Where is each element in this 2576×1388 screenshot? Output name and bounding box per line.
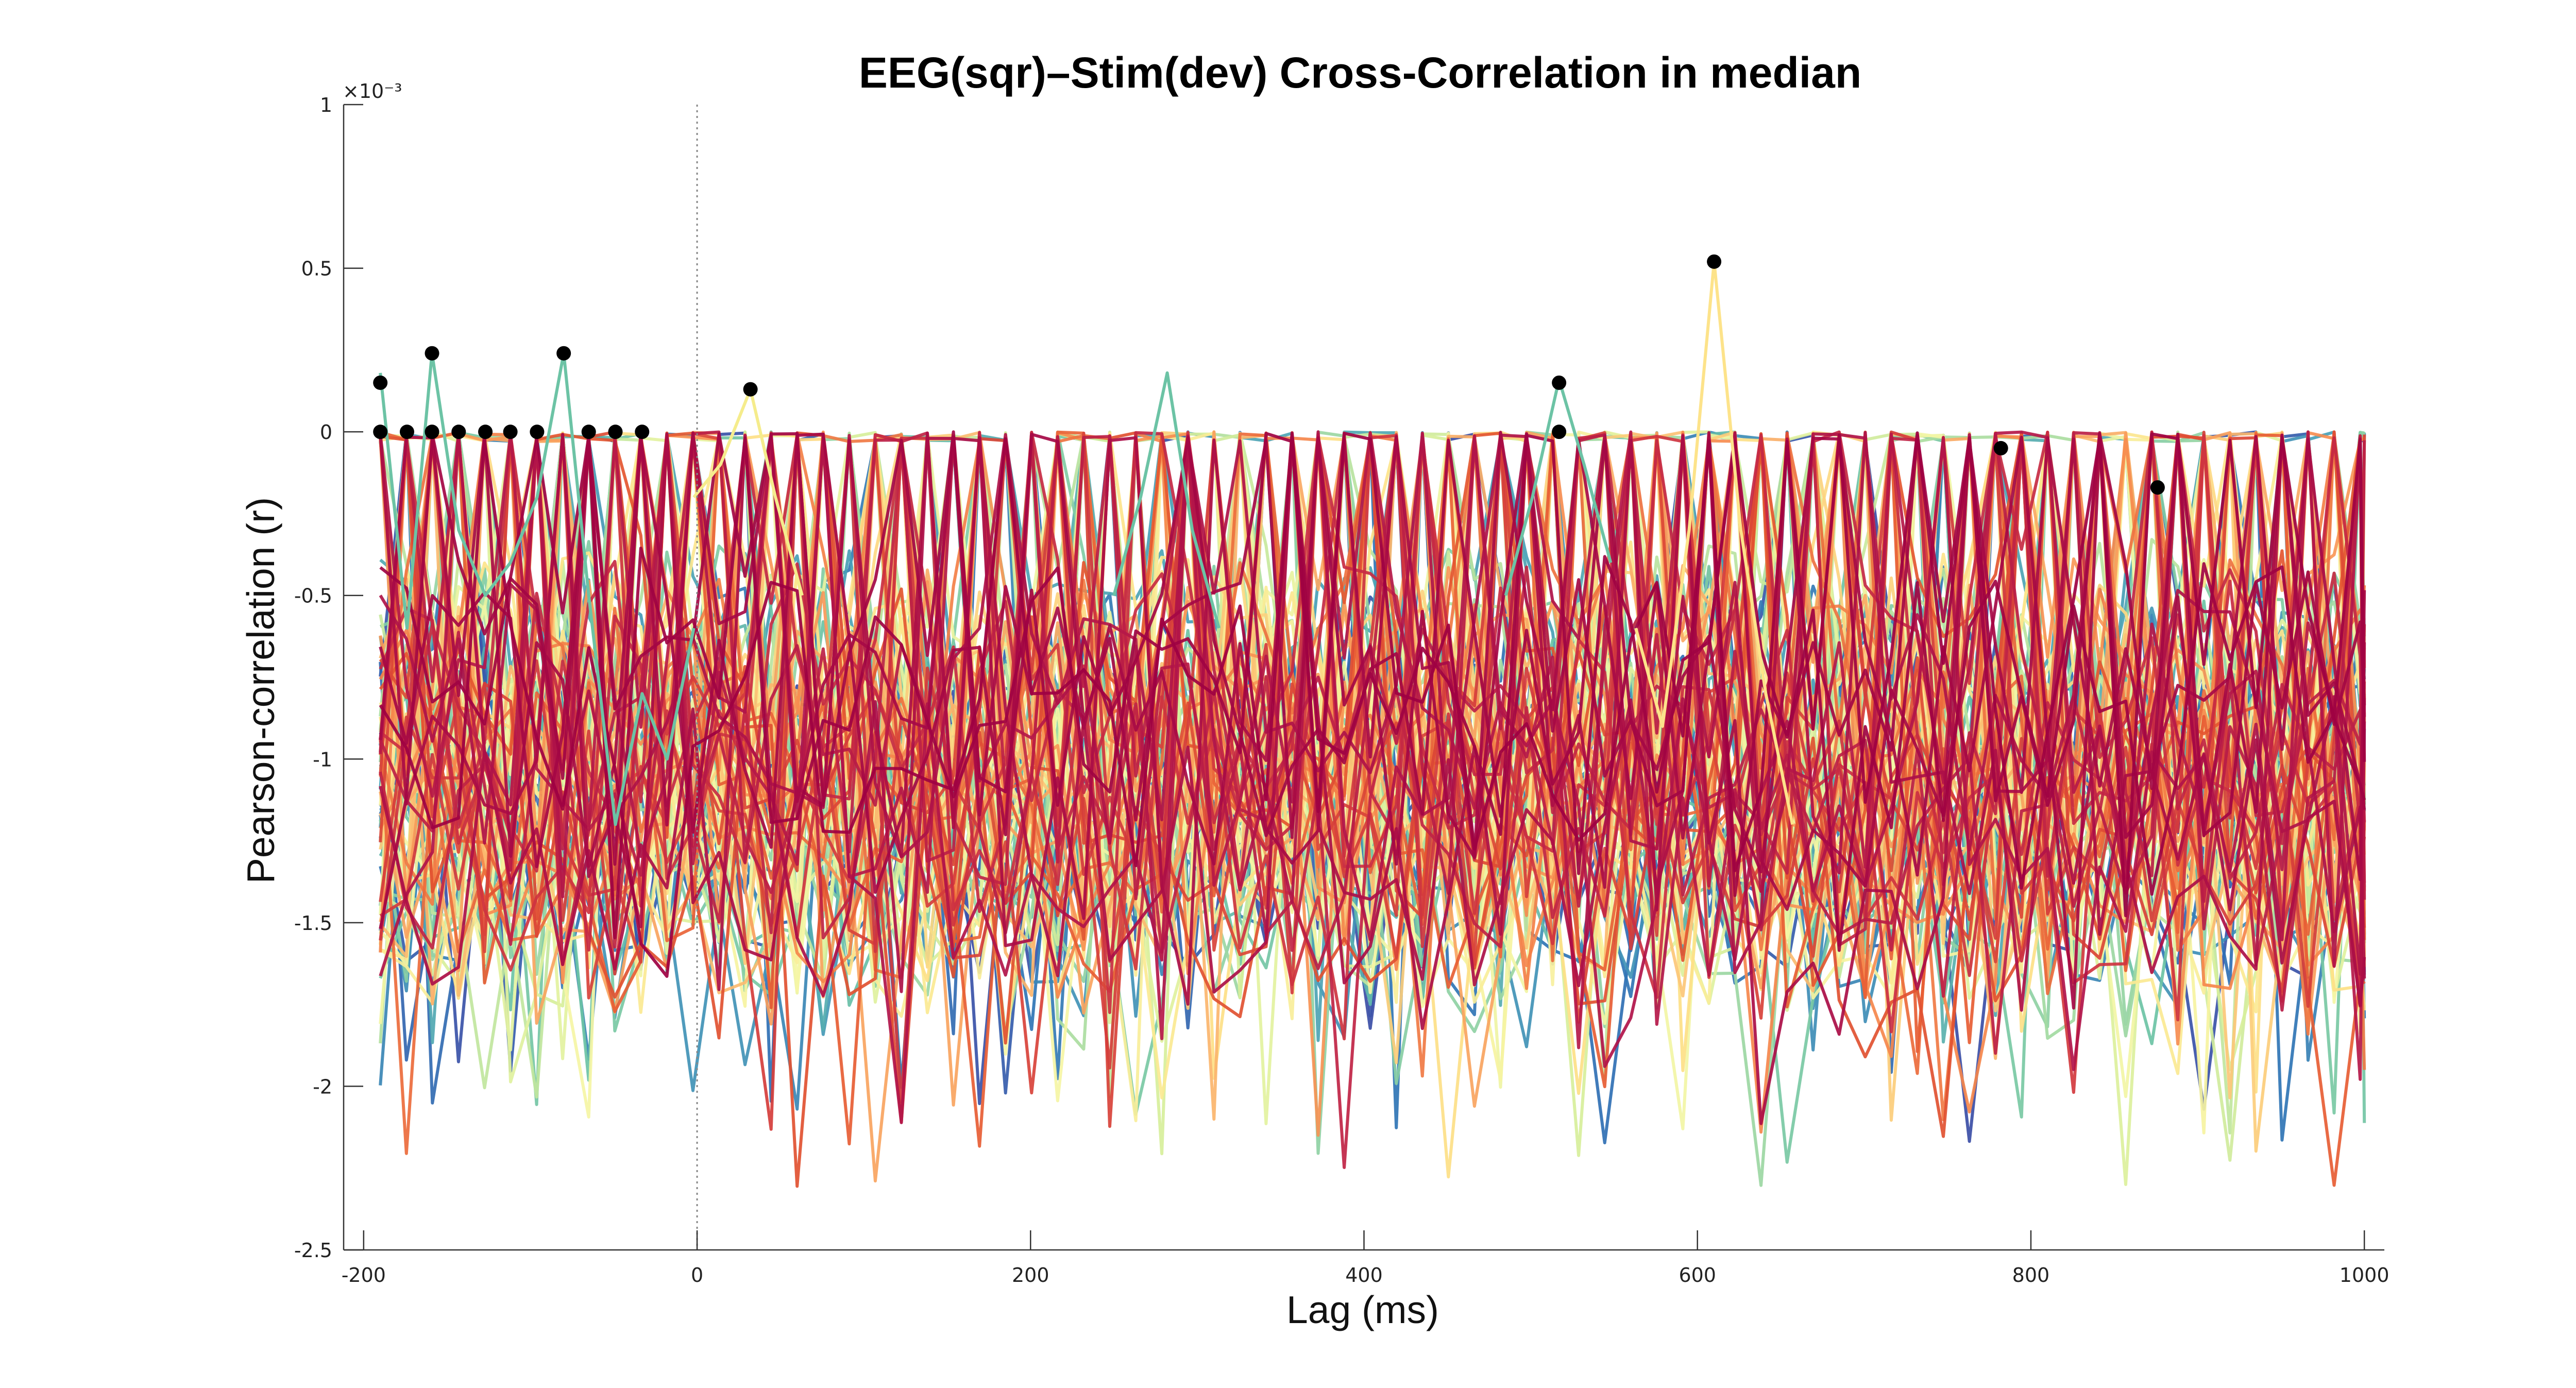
y-exponent-label: ×10⁻³ bbox=[343, 80, 402, 103]
y-tick-label: 0.5 bbox=[301, 258, 332, 280]
y-tick-label: 1 bbox=[320, 94, 332, 116]
y-tick-label: -2.5 bbox=[294, 1239, 332, 1262]
peak-point bbox=[635, 425, 650, 439]
peak-point bbox=[556, 346, 571, 361]
peak-point bbox=[399, 425, 414, 439]
peak-point bbox=[425, 346, 439, 361]
peak-point bbox=[743, 382, 758, 397]
y-tick-label: -0.5 bbox=[294, 585, 332, 607]
x-tick-label: -200 bbox=[342, 1264, 386, 1287]
peak-point bbox=[373, 375, 388, 390]
x-tick-label: 200 bbox=[1012, 1264, 1049, 1287]
plot-area: 1 0.5 0 -0.5 -1 -1.5 -2 -2.5 -200 0 200 400 600 800 10… bbox=[294, 94, 2389, 1287]
peak-point bbox=[425, 425, 439, 439]
peak-point bbox=[478, 425, 493, 439]
x-tick-label: 400 bbox=[1345, 1264, 1383, 1287]
series-line bbox=[379, 431, 2366, 911]
y-tick-label: -1 bbox=[313, 748, 332, 771]
y-tick-label: 0 bbox=[320, 421, 332, 444]
peak-point bbox=[2150, 480, 2165, 495]
y-tick-label: -1.5 bbox=[294, 912, 332, 935]
x-tick-label: 800 bbox=[2012, 1264, 2050, 1287]
series-line bbox=[379, 431, 2366, 1103]
peak-point bbox=[608, 425, 623, 439]
peak-point bbox=[503, 425, 518, 439]
y-axis-label: Pearson-correlation (r) bbox=[239, 497, 282, 884]
peak-point bbox=[373, 425, 388, 439]
peak-point bbox=[581, 425, 596, 439]
peak-point bbox=[1552, 425, 1567, 439]
peak-point bbox=[530, 425, 545, 439]
chart-title: EEG(sqr)–Stim(dev) Cross-Correlation in … bbox=[859, 48, 1861, 97]
series-line bbox=[379, 430, 2366, 929]
peak-point bbox=[451, 425, 466, 439]
series-line-highlight bbox=[1112, 371, 1221, 629]
series-line bbox=[379, 431, 2366, 978]
series-line bbox=[379, 432, 2366, 952]
series-line bbox=[379, 430, 2366, 1124]
x-tick-label: 0 bbox=[691, 1264, 703, 1287]
peak-point bbox=[1707, 254, 1722, 269]
x-tick-label: 1000 bbox=[2340, 1264, 2389, 1287]
peak-point bbox=[1552, 375, 1567, 390]
x-tick-label: 600 bbox=[1679, 1264, 1716, 1287]
series-line bbox=[379, 432, 2366, 1010]
y-tick-label: -2 bbox=[313, 1075, 332, 1098]
peak-point bbox=[1993, 441, 2008, 455]
series-line bbox=[379, 431, 2366, 1055]
x-axis-label: Lag (ms) bbox=[1286, 1288, 1439, 1331]
